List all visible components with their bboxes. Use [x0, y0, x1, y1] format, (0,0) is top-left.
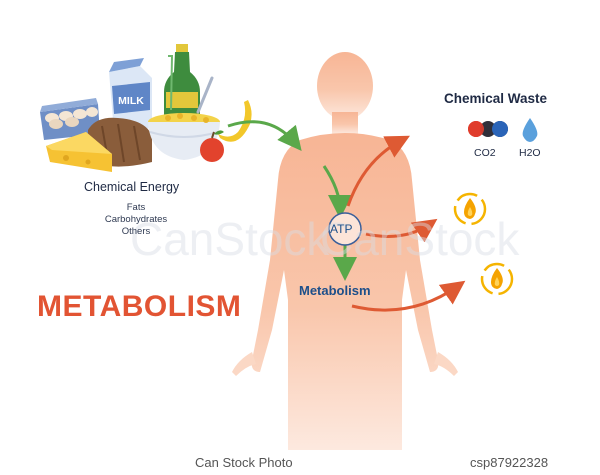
energy-arrow-lower — [351, 280, 466, 312]
energy-arrow-upper — [365, 218, 438, 243]
chemical-energy-title: Chemical Energy — [84, 180, 180, 194]
spoon — [196, 76, 214, 114]
cereal-bowl — [148, 113, 220, 160]
energy-flame-icon — [453, 192, 487, 226]
watermark: CanStock — [320, 213, 520, 265]
footer-code: csp87922328 — [470, 455, 549, 470]
milk-label: MILK — [118, 95, 144, 107]
food-illustration: MILK — [40, 44, 252, 172]
energy-item-fats: Fats — [126, 202, 146, 213]
water-drop-icon — [522, 118, 538, 142]
footer-credit: Can Stock Photo — [195, 455, 293, 470]
watermark: CanStock — [130, 213, 330, 265]
chemical-energy-list: Fats Carbohydrates Others — [98, 202, 174, 238]
banana — [218, 100, 252, 142]
milk-carton: MILK — [109, 58, 152, 132]
juice-bottle — [164, 44, 200, 120]
egg-carton — [40, 98, 100, 140]
metabolism-label: Metabolism — [299, 283, 371, 298]
energy-item-others: Others — [121, 226, 151, 237]
h2o-label: H2O — [519, 147, 541, 159]
waste-arrow — [346, 135, 410, 207]
page-title: METABOLISM — [37, 290, 242, 323]
food-to-body-arrow — [227, 120, 302, 151]
energy-flame-icon — [480, 262, 514, 296]
footer-bar — [0, 450, 600, 475]
energy-item-carbohydrates: Carbohydrates — [104, 214, 168, 225]
human-silhouette — [232, 52, 458, 450]
co2-label: CO2 — [474, 147, 496, 159]
atp-label: ATP — [330, 222, 353, 236]
apple — [200, 130, 224, 162]
intake-down-arrow — [322, 165, 352, 219]
co2-molecule-icon — [468, 121, 508, 137]
atp-circle — [328, 212, 362, 246]
cheese-wedge — [46, 132, 112, 172]
chemical-waste-title: Chemical Waste — [444, 91, 548, 106]
